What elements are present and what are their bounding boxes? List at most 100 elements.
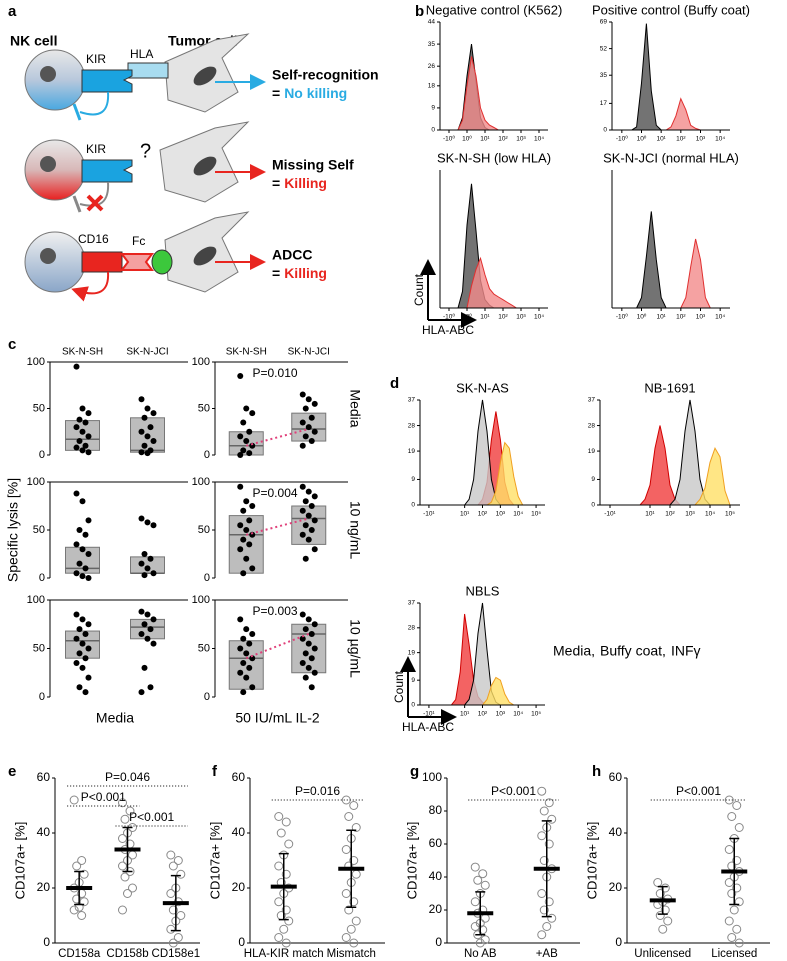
point [537,930,547,940]
point [79,616,86,623]
point [537,786,547,796]
point [240,507,247,514]
point [284,916,294,926]
point [249,655,256,662]
point [274,812,284,821]
x-tick-label: 10² [665,511,675,518]
y-tick-label: 35 [600,72,608,79]
category-label: HLA-KIR match [244,948,324,960]
point [144,611,151,618]
histogram [428,602,537,706]
receptor: CD16 [78,232,109,246]
point [76,626,83,633]
point [249,503,256,509]
y-tick-label: 28 [408,625,416,632]
point [141,664,148,671]
panel-label: b [415,3,424,20]
point [249,684,256,691]
point [478,869,488,879]
point [349,897,359,907]
x-tick-label: 10⁴ [705,511,715,518]
receptor: KIR [86,142,106,156]
point [82,419,89,426]
point [311,517,318,524]
y-tick-label: 0 [39,572,45,584]
y-tick-label: 60 [429,836,443,850]
x-axis-title: HLA-ABC [422,323,474,337]
point [539,806,549,816]
y-tick-label: 0 [204,449,210,461]
point [305,512,312,519]
point [305,396,312,403]
antibody [120,253,154,271]
y-tick-label: 80 [429,803,443,817]
p-value: P=0.004 [253,486,298,500]
point [237,433,244,440]
point [85,433,92,440]
ligand: ? [140,140,151,162]
point [249,565,256,572]
equals: = [272,175,280,191]
y-tick-label: 20 [232,880,246,894]
point [305,424,312,431]
point [308,684,315,691]
point [302,650,309,657]
point [176,911,186,920]
y-axis-title: CD107a+ [%] [12,822,27,900]
y-tick-label: 0 [238,935,245,949]
inhibition-bar [72,195,82,213]
point [147,626,154,633]
point [76,650,83,657]
y-tick-label: 35 [428,41,436,48]
histogram [449,183,539,309]
nk-label: NK cell [10,33,57,49]
point [308,655,315,662]
point [79,447,86,454]
point [732,924,742,934]
point [240,536,247,543]
point [302,498,309,505]
point [302,626,309,633]
y-axis-title: CD107a+ [%] [207,822,222,900]
point [73,490,80,497]
y-tick-label: 0 [204,691,210,703]
point [302,555,309,562]
point [144,519,151,526]
point [249,531,256,538]
point [138,608,145,615]
point [544,839,554,849]
x-tick-label: -10¹ [423,511,435,518]
x-axis-title: HLA-ABC [402,720,454,734]
result: = Killing [272,265,327,281]
point [544,798,554,808]
point [274,897,284,907]
point [73,541,80,548]
x-tick-label: 10⁴ [715,314,725,321]
point [547,913,557,923]
panel-label: f [212,763,218,780]
x-tick-label: 10⁰ [462,135,472,143]
panel-label: e [8,763,16,780]
category-label: SK-N-SH [226,347,267,358]
point [79,546,86,553]
y-tick-label: 60 [232,770,246,784]
point [305,664,312,671]
x-tick-label: 10⁵ [531,711,541,718]
kir [81,159,133,183]
point [299,483,306,490]
point [141,621,148,628]
point [73,424,80,431]
y-tick-label: 17 [600,100,608,107]
box [291,623,327,674]
ligand: HLA [130,47,153,61]
nk-cell [24,231,86,293]
point [249,630,256,637]
point [473,875,483,885]
histogram [621,238,721,309]
point [727,933,737,942]
point [311,493,318,500]
point [166,850,176,860]
x-tick-label: 10¹ [656,136,666,143]
point [539,905,549,915]
point [168,905,178,915]
